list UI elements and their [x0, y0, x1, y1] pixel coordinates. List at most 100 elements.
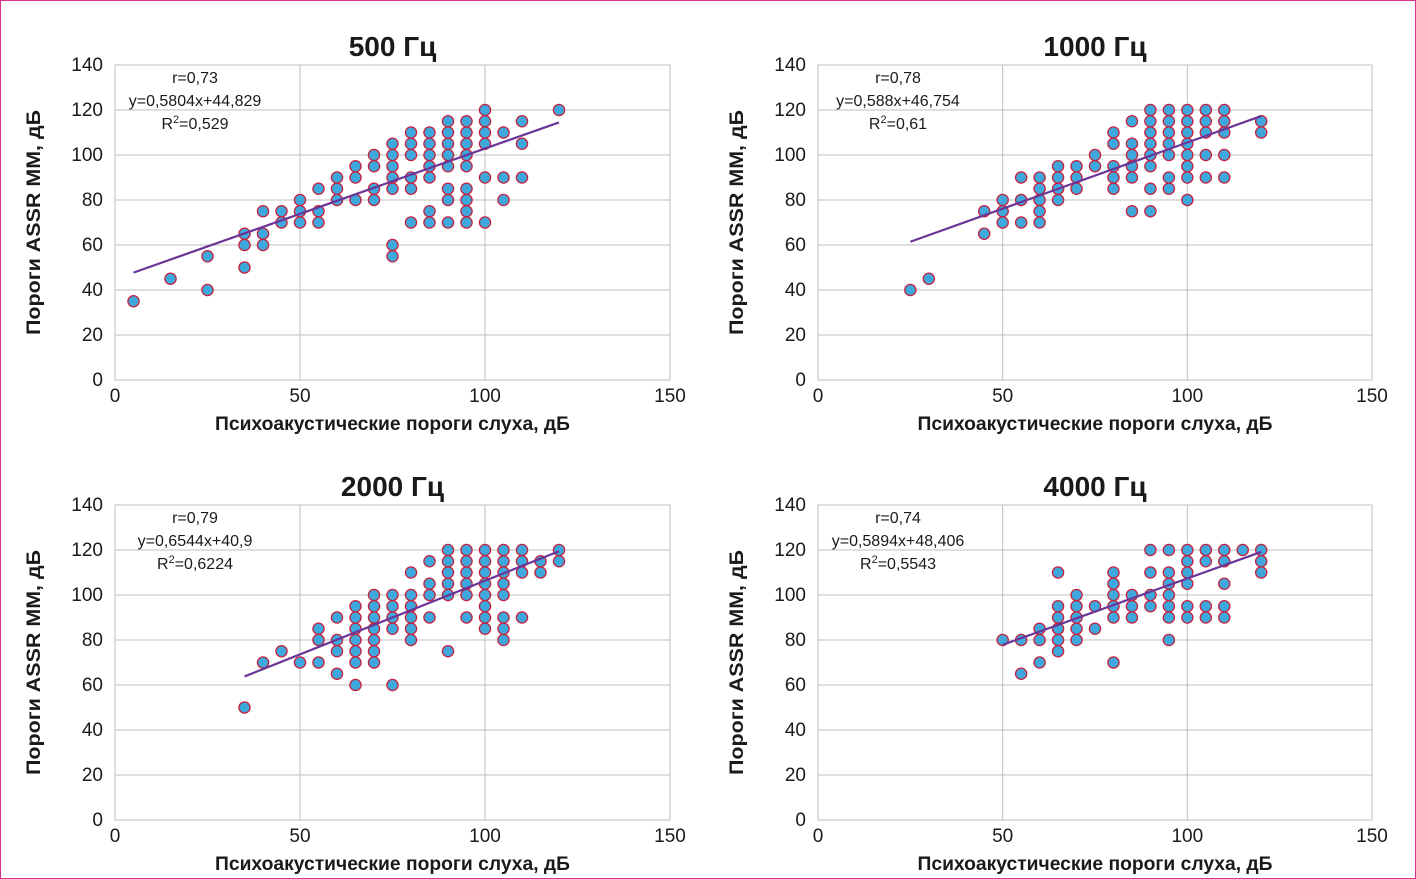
data-point [1070, 182, 1083, 195]
data-point [515, 171, 529, 184]
data-point [1254, 566, 1268, 579]
data-point [441, 216, 455, 229]
data-point [238, 701, 251, 714]
annotation-r2-value: =0,529 [179, 116, 228, 133]
data-point [386, 249, 399, 263]
data-point [404, 137, 418, 150]
data-point [1144, 182, 1157, 195]
data-point [497, 588, 510, 602]
data-point [441, 566, 455, 579]
x-tick-label: 150 [654, 386, 686, 407]
y-tick-label: 60 [785, 235, 806, 256]
data-point [478, 566, 492, 579]
y-tick-label: 100 [774, 145, 806, 166]
data-point [497, 126, 510, 139]
data-point [1199, 103, 1213, 117]
x-tick-label: 50 [992, 386, 1013, 407]
data-point [238, 261, 251, 274]
y-tick-label: 20 [82, 765, 103, 786]
data-point [423, 204, 436, 218]
annotation-r: r=0,78 [875, 70, 921, 87]
trendline [133, 121, 560, 274]
data-point [515, 137, 529, 150]
data-point [1125, 611, 1139, 624]
y-tick-label: 60 [785, 675, 806, 696]
data-point [1107, 137, 1120, 150]
data-point [1070, 622, 1083, 636]
data-point [1070, 633, 1083, 647]
data-point [1162, 600, 1176, 613]
data-point [404, 182, 418, 195]
data-point [1033, 216, 1046, 229]
data-point [441, 543, 455, 557]
annotation-equation: y=0,5894x+48,406 [832, 533, 965, 550]
data-point [164, 272, 177, 285]
data-point [1162, 103, 1176, 117]
data-point [367, 656, 381, 669]
data-point [478, 543, 492, 557]
data-point [349, 656, 362, 669]
data-point [441, 182, 455, 195]
data-point [1125, 115, 1139, 128]
data-point [996, 216, 1009, 229]
data-point [349, 633, 362, 647]
data-point [423, 148, 436, 162]
data-point [349, 159, 362, 173]
data-point [515, 115, 529, 128]
data-point [312, 656, 325, 669]
annotation-r2-prefix: R [869, 116, 881, 133]
data-point [904, 283, 917, 297]
y-tick-label: 120 [71, 100, 103, 121]
data-point [441, 193, 455, 207]
y-tick-label: 20 [82, 325, 103, 346]
data-point [367, 159, 381, 173]
x-tick-label: 100 [469, 386, 501, 407]
data-point [1051, 645, 1065, 658]
x-tick-label: 150 [654, 826, 686, 847]
data-point [478, 622, 492, 636]
x-tick-label: 100 [469, 826, 501, 847]
data-point [1199, 148, 1213, 162]
data-point [1144, 103, 1157, 117]
chart-panel-4: 0 20 40 60 80 100 120 140 0 50 100 150 4000 Гц Психоа… [727, 471, 1388, 875]
data-point [275, 204, 288, 218]
data-point [1088, 148, 1102, 162]
data-point [1162, 171, 1176, 184]
data-point [312, 633, 325, 647]
data-point [312, 622, 325, 636]
data-point [386, 148, 399, 162]
y-tick-label: 0 [92, 810, 103, 831]
data-point [1070, 159, 1083, 173]
data-point [1144, 600, 1157, 613]
data-point [293, 216, 307, 229]
data-point [441, 577, 455, 591]
data-point [349, 645, 362, 658]
data-point [404, 216, 418, 229]
y-axis-label: Пороги ASSR ММ, дБ [24, 110, 45, 335]
data-point [404, 126, 418, 139]
y-tick-label: 120 [774, 540, 806, 561]
data-point [1181, 555, 1194, 568]
data-point [1107, 611, 1120, 624]
data-point [1033, 633, 1046, 647]
y-tick-label: 80 [82, 190, 103, 211]
trendline [244, 550, 560, 678]
y-tick-label: 100 [774, 585, 806, 606]
data-point [201, 283, 214, 297]
data-point [1181, 543, 1194, 557]
data-point [367, 148, 381, 162]
data-point [349, 611, 362, 624]
y-tick-label: 80 [82, 630, 103, 651]
data-point [127, 294, 140, 308]
data-point [977, 227, 991, 240]
data-point [1199, 171, 1213, 184]
x-tick-label: 0 [813, 826, 824, 847]
annotation-equation: y=0,5804x+44,829 [129, 93, 262, 110]
annotation-r2: R2=0,5543 [860, 554, 936, 573]
data-point [423, 577, 436, 591]
data-point [1088, 622, 1102, 636]
data-point [1144, 566, 1157, 579]
annotation-r2: R2=0,6224 [157, 554, 233, 573]
annotation-r2-value: =0,61 [887, 116, 928, 133]
